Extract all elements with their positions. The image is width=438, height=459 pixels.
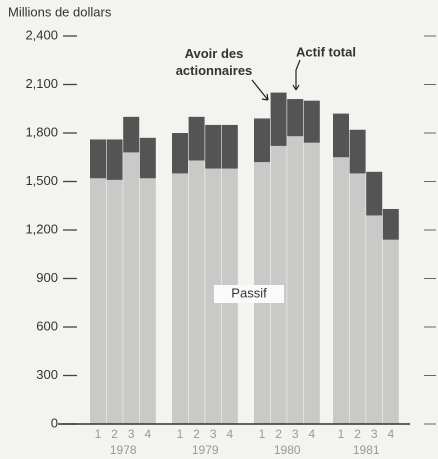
x-tick-label: 1 <box>177 427 184 441</box>
y-tick-label: 1,800 <box>25 124 58 139</box>
bar-segment <box>366 171 383 216</box>
annotation: Actif total <box>296 44 356 59</box>
bar-segment <box>123 116 140 153</box>
bar-segment <box>349 129 366 174</box>
bar-segment <box>123 152 140 424</box>
x-tick-label: 3 <box>128 427 135 441</box>
bar-segment <box>303 100 320 143</box>
bar-segment <box>106 139 123 180</box>
x-tick-label: 4 <box>226 427 233 441</box>
x-tick-label: 3 <box>371 427 378 441</box>
x-tick-label: 2 <box>275 427 282 441</box>
label-box <box>214 285 284 303</box>
x-tick-label: 4 <box>387 427 394 441</box>
y-tick-label: 2,100 <box>25 76 58 91</box>
bar-segment <box>172 173 188 424</box>
bar-segment <box>188 160 205 424</box>
x-tick-label: 2 <box>111 427 118 441</box>
series-label: Avoir des actionnaires <box>176 46 253 78</box>
bar-segment <box>221 124 238 169</box>
y-tick-label: 0 <box>51 415 58 430</box>
series-label: Passif <box>231 285 267 300</box>
group-label: 1980 <box>274 443 301 457</box>
bar-segment <box>90 178 106 424</box>
group-label: 1979 <box>192 443 219 457</box>
x-tick-label: 4 <box>308 427 315 441</box>
y-tick-label: 900 <box>36 270 58 285</box>
x-tick-label: 1 <box>259 427 266 441</box>
bar-segment <box>205 168 222 424</box>
x-tick-label: 2 <box>354 427 361 441</box>
x-tick-label: 3 <box>210 427 217 441</box>
x-tick-label: 1 <box>95 427 102 441</box>
y-axis-label: Millions de dollars <box>8 4 112 19</box>
bar-segment <box>349 173 366 424</box>
bar-segment <box>366 215 383 424</box>
bar-segment <box>270 92 287 146</box>
x-tick-label: 1 <box>338 427 345 441</box>
bar-segment <box>172 133 188 174</box>
x-tick-label: 4 <box>144 427 151 441</box>
bar-segment <box>333 157 349 424</box>
group-label: 1978 <box>110 443 137 457</box>
bar-segment <box>188 116 205 161</box>
arrow <box>251 79 269 101</box>
arrow <box>292 59 301 91</box>
bar-segment <box>303 142 320 424</box>
bar-segment <box>254 118 270 163</box>
y-tick-label: 300 <box>36 367 58 382</box>
bar-segment <box>139 137 156 179</box>
bar-segment <box>139 178 156 424</box>
x-tick-label: 3 <box>292 427 299 441</box>
y-tick-label: 2,400 <box>25 27 58 42</box>
bar-segment <box>382 208 399 240</box>
bar-segment <box>205 124 222 169</box>
group-label: 1981 <box>353 443 380 457</box>
y-tick-label: 600 <box>36 318 58 333</box>
bar-segment <box>287 136 304 424</box>
x-tick-label: 2 <box>193 427 200 441</box>
y-tick-label: 1,500 <box>25 173 58 188</box>
bar-segment <box>270 145 287 424</box>
y-tick-label: 1,200 <box>25 221 58 236</box>
bar-segment <box>333 113 349 158</box>
bar-segment <box>106 179 123 424</box>
bar-segment <box>382 239 399 424</box>
bar-segment <box>90 139 106 179</box>
bar-segment <box>287 99 304 137</box>
